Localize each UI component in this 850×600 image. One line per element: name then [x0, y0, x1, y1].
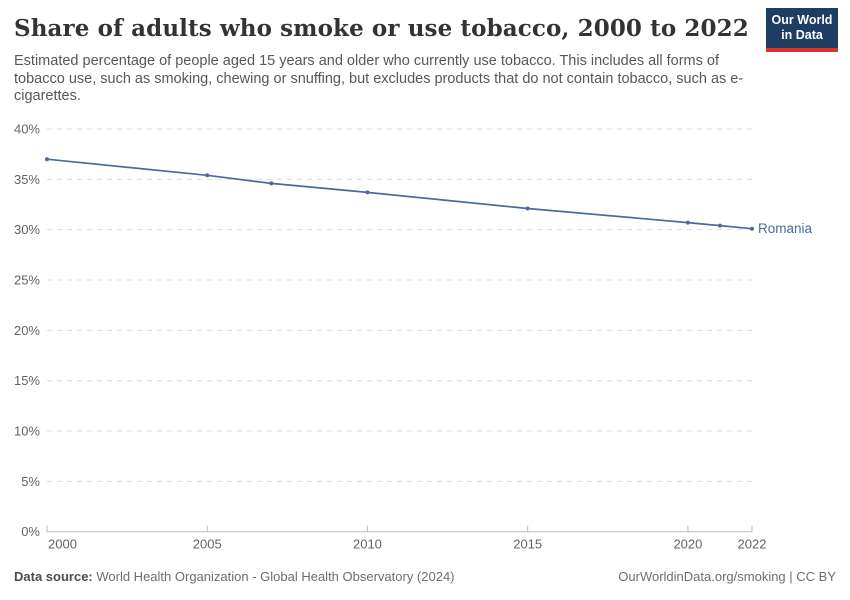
data-point[interactable] — [269, 181, 274, 186]
x-axis-tick-label: 2020 — [673, 537, 702, 552]
data-point[interactable] — [718, 223, 722, 228]
y-axis-tick-label: 30% — [14, 222, 40, 237]
y-axis-tick-label: 25% — [14, 273, 40, 288]
x-axis-tick-label: 2005 — [193, 537, 222, 552]
y-axis-tick-label: 15% — [14, 373, 40, 388]
page-title: Share of adults who smoke or use tobacco… — [14, 15, 749, 42]
line-chart[interactable]: 0% 5% 10% 15% 20% 25% 30% 35% 40% 2000 2005 2010 201… — [0, 115, 850, 565]
data-point[interactable] — [205, 173, 210, 178]
data-source-text: World Health Organization - Global Healt… — [92, 569, 455, 584]
y-axis-tick-label: 35% — [14, 172, 40, 187]
owid-logo[interactable]: Our World in Data — [766, 8, 838, 52]
data-point[interactable] — [365, 190, 370, 195]
data-point[interactable] — [685, 220, 690, 225]
y-axis-tick-label: 20% — [14, 323, 40, 338]
chart-subtitle: Estimated percentage of people aged 15 y… — [14, 53, 744, 104]
chart-area: 0% 5% 10% 15% 20% 25% 30% 35% 40% 2000 2005 2010 201… — [0, 115, 850, 565]
y-axis-tick-label: 40% — [14, 122, 40, 137]
data-point[interactable] — [750, 226, 754, 231]
data-point[interactable] — [45, 157, 49, 162]
y-axis-tick-label: 0% — [21, 524, 40, 539]
x-axis-tick-label: 2010 — [353, 537, 382, 552]
y-axis-tick-label: 10% — [14, 424, 40, 439]
line-series-romania[interactable] — [46, 158, 753, 230]
owid-license-link[interactable]: OurWorldinData.org/smoking | CC BY — [618, 569, 836, 584]
x-axis-tick-label: 2000 — [48, 537, 77, 552]
series-end-label[interactable]: Romania — [758, 221, 813, 236]
y-axis-tick-label: 5% — [21, 474, 40, 489]
data-source-label: Data source: — [14, 569, 93, 584]
x-axis-tick-label: 2015 — [513, 537, 542, 552]
chart-footer: Data source: World Health Organization -… — [14, 568, 836, 586]
owid-logo-line1: Our World — [771, 13, 833, 27]
owid-logo-line2: in Data — [781, 28, 823, 42]
data-source-note: Data source: World Health Organization -… — [14, 568, 455, 586]
data-point[interactable] — [525, 206, 530, 211]
x-axis-tick-label: 2022 — [738, 537, 767, 552]
